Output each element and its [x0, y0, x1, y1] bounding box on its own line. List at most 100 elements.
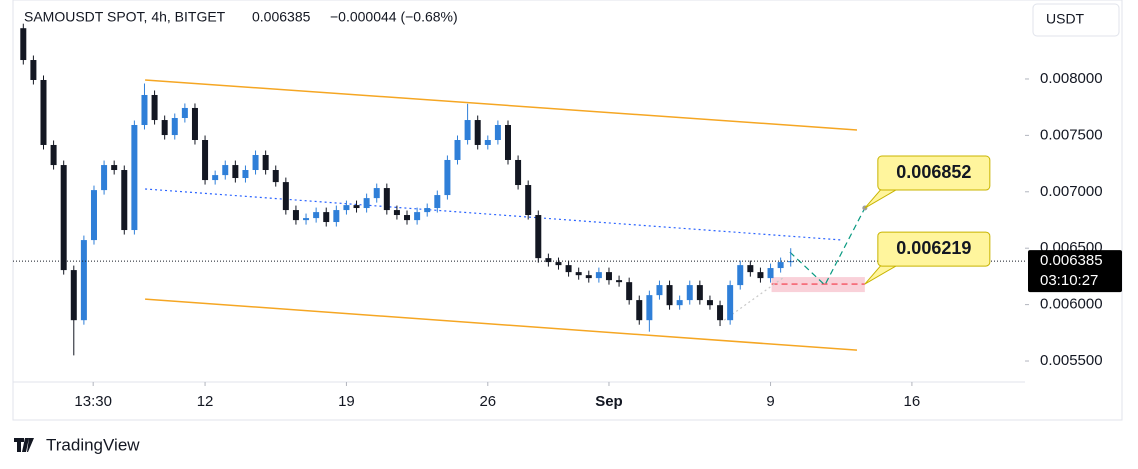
brand: TradingView: [46, 435, 140, 454]
candle-body: [323, 212, 330, 223]
candle-body: [80, 240, 87, 321]
candle-body: [484, 140, 491, 145]
candle-body: [212, 175, 219, 181]
candle-body: [373, 188, 380, 199]
candle-body: [414, 212, 421, 221]
candle-body: [272, 170, 279, 183]
candle-body: [727, 285, 734, 321]
candle-body: [646, 295, 653, 321]
candle-body: [575, 272, 582, 276]
candle-body: [525, 185, 532, 216]
x-tick-label: 12: [197, 393, 214, 410]
x-tick-label: 9: [766, 393, 774, 410]
candle-body: [232, 165, 239, 179]
candle-body: [393, 210, 400, 216]
callout-label: 0.006219: [896, 238, 971, 258]
x-tick-label: 19: [338, 393, 355, 410]
candle-body: [636, 300, 643, 321]
candle-body: [363, 198, 370, 209]
candle-body: [757, 272, 764, 279]
logo: TradingView: [14, 435, 140, 454]
candle-body: [121, 170, 128, 231]
candle-body: [313, 212, 320, 219]
candle-body: [424, 208, 431, 213]
drawing-line: [145, 188, 843, 241]
candle-body: [444, 159, 451, 196]
x-tick-label: Sep: [595, 393, 623, 410]
candle-body: [30, 60, 37, 80]
drawing-line: [145, 79, 858, 131]
candle-body: [252, 155, 259, 171]
candle-body: [595, 272, 602, 279]
candle-body: [292, 210, 299, 221]
candle-body: [383, 188, 390, 211]
drawing-line: [789, 207, 866, 287]
candle-body: [676, 300, 683, 306]
candle-body: [494, 125, 501, 141]
candle-body: [60, 165, 67, 271]
candle-body: [191, 107, 198, 141]
candle-body: [262, 155, 269, 171]
header-price: 0.006385: [252, 9, 311, 25]
candle-body: [434, 195, 441, 209]
candle-body: [343, 205, 350, 211]
candle-body: [282, 182, 289, 211]
candle-body: [585, 275, 592, 279]
candle-body: [504, 125, 511, 160]
candle-body: [626, 282, 633, 301]
logo-icon: [14, 438, 34, 452]
candle-body: [706, 300, 713, 306]
candle-body: [686, 285, 693, 301]
candle-body: [696, 285, 703, 301]
candle-body: [656, 285, 663, 296]
candle-body: [737, 265, 744, 286]
last-price-box: [1028, 250, 1122, 293]
candle-body: [303, 218, 310, 221]
zone: [771, 277, 865, 293]
candle-body: [20, 28, 27, 61]
y-tick-label: 0.005500: [1040, 352, 1103, 369]
x-tick-label: 13:30: [74, 393, 112, 410]
last-price-label: 0.006385: [1040, 252, 1103, 269]
candle-body: [545, 258, 552, 263]
candle-body: [90, 190, 97, 241]
candle-body: [141, 94, 148, 126]
candle-body: [353, 205, 360, 209]
candle-body: [777, 262, 784, 269]
candle-body: [474, 120, 481, 145]
candle-body: [222, 165, 229, 176]
y-tick-label: 0.008000: [1040, 70, 1103, 87]
candle-body: [747, 265, 754, 273]
currency-button[interactable]: [1032, 3, 1120, 37]
candle-body: [605, 272, 612, 281]
callout-box: [877, 231, 991, 267]
callout-box: [877, 155, 991, 191]
candle-body: [131, 125, 138, 231]
candle-body: [515, 159, 522, 186]
x-tick-label: 16: [904, 393, 921, 410]
countdown: 03:10:27: [1040, 272, 1098, 289]
candle-body: [50, 144, 57, 166]
candle-body: [565, 265, 572, 273]
candle-body: [464, 120, 471, 141]
candle-body: [333, 210, 340, 223]
candle-body: [616, 280, 623, 283]
currency[interactable]: USDT: [1046, 11, 1085, 27]
candle-body: [242, 170, 249, 179]
callout-label: 0.006852: [896, 162, 971, 182]
candle-body: [151, 94, 158, 121]
candle-body: [171, 118, 178, 136]
candle-body: [404, 215, 411, 221]
candle-body: [161, 120, 168, 136]
candle-body: [717, 305, 724, 321]
header-change: −0.000044 (−0.68%): [330, 9, 458, 25]
y-tick-label: 0.007500: [1040, 126, 1103, 143]
candle-body: [202, 140, 209, 181]
candle-body: [70, 270, 77, 321]
frame: [12, 0, 1123, 421]
drawing-line: [145, 298, 858, 351]
candle-body: [767, 268, 774, 279]
y-tick-label: 0.007000: [1040, 183, 1103, 200]
